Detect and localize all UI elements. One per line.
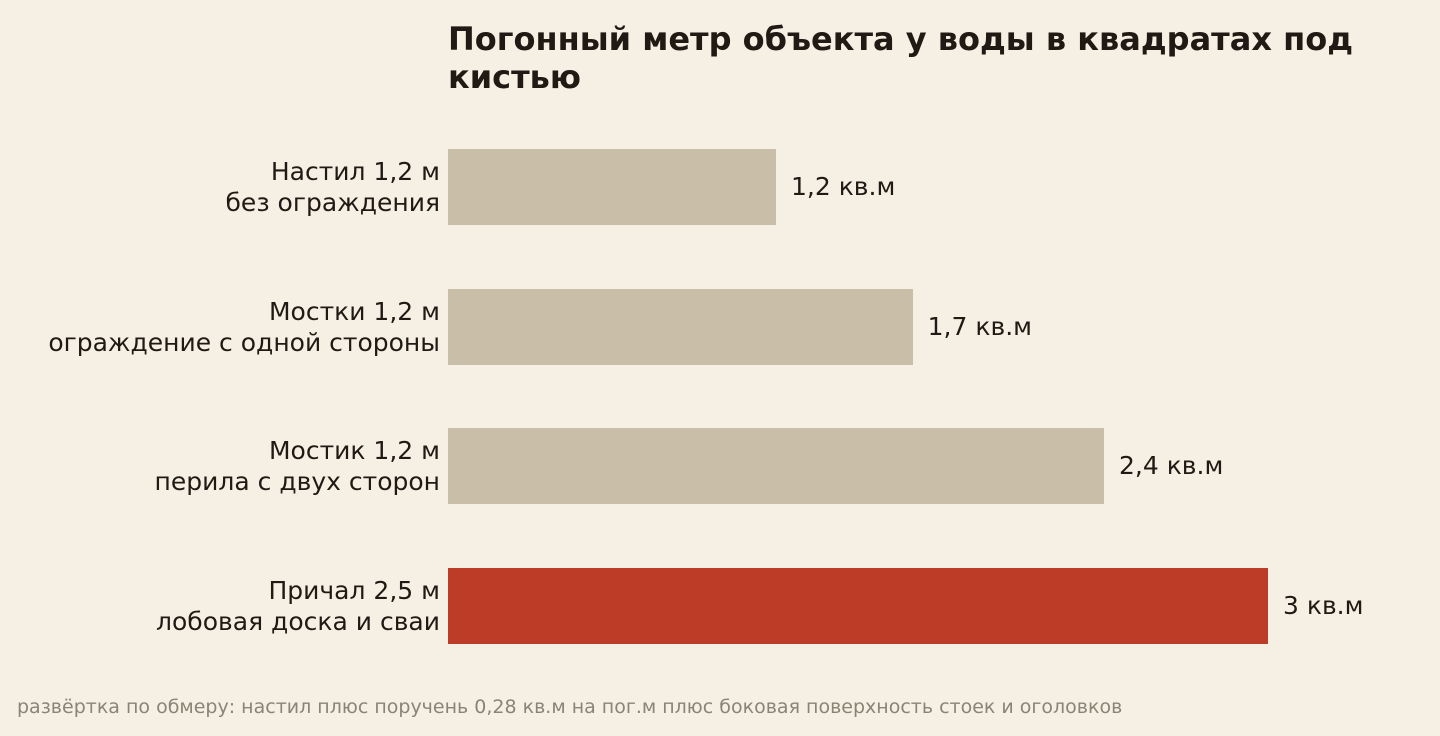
category-label-2: Мостки 1,2 м ограждение с одной стороны bbox=[0, 296, 440, 358]
category-label-line1: Причал 2,5 м bbox=[268, 575, 441, 605]
value-label-1: 1,2 кв.м bbox=[791, 172, 896, 201]
category-label-3: Мостик 1,2 м перила с двух сторон bbox=[0, 435, 440, 497]
value-label-2: 1,7 кв.м bbox=[927, 311, 1033, 341]
category-label-line1: Мостик 1,2 м bbox=[268, 436, 440, 465]
category-label-line2: ограждение с одной стороны bbox=[48, 327, 440, 357]
category-label-line2: лобовая доска и сваи bbox=[156, 606, 440, 636]
category-label-line2: перила с двух сторон bbox=[154, 467, 440, 496]
bar-1 bbox=[448, 149, 776, 225]
value-label-4: 3 кв.м bbox=[1283, 590, 1364, 620]
category-label-line1: Настил 1,2 м bbox=[270, 157, 440, 186]
category-label-1: Настил 1,2 м без ограждения bbox=[0, 156, 440, 218]
category-label-line2: без ограждения bbox=[225, 188, 440, 217]
bar-2 bbox=[448, 288, 913, 365]
bar-3 bbox=[448, 428, 1104, 504]
chart-title: Погонный метр объекта у воды в квадратах… bbox=[448, 20, 1354, 96]
value-label-3: 2,4 кв.м bbox=[1119, 451, 1224, 480]
category-label-4: Причал 2,5 м лобовая доска и сваи bbox=[0, 575, 440, 637]
category-label-line1: Мостки 1,2 м bbox=[268, 296, 440, 326]
footnote: развёртка по обмеру: настил плюс поручен… bbox=[17, 696, 1123, 718]
bar-4 bbox=[448, 567, 1268, 644]
